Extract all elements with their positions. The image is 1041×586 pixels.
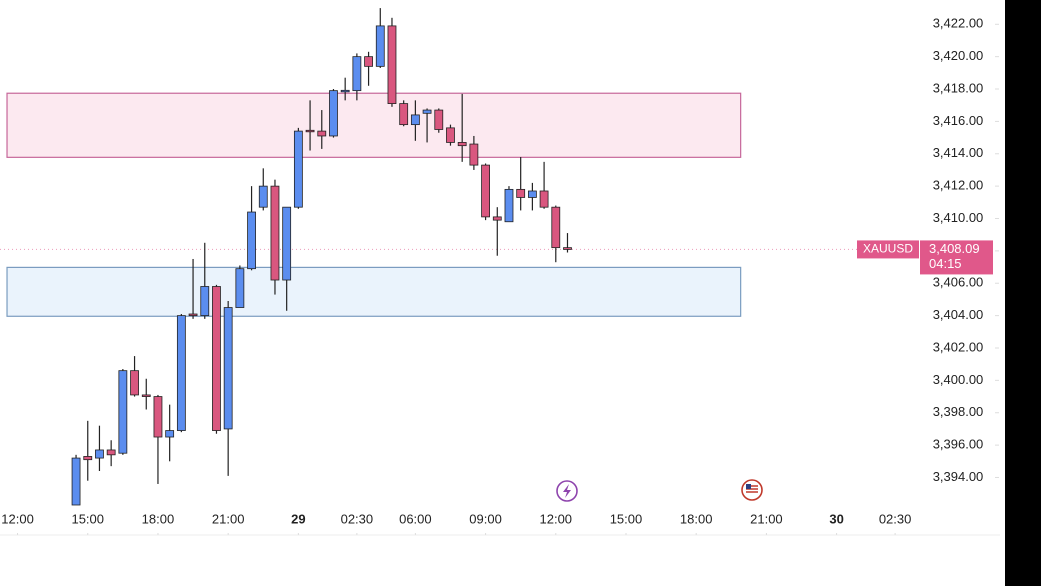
y-tick-label: 3,404.00 xyxy=(933,307,984,322)
candle-body xyxy=(212,286,221,431)
candle-body xyxy=(223,307,233,430)
y-tick-label: 3,420.00 xyxy=(933,48,984,63)
screen-edge xyxy=(1005,0,1041,586)
symbol-label: XAUUSD xyxy=(863,242,913,256)
y-tick-label: 3,418.00 xyxy=(933,80,984,95)
price-badge xyxy=(920,240,993,275)
candle-body xyxy=(235,268,245,308)
y-tick-label: 3,410.00 xyxy=(933,210,984,225)
y-tick-label: 3,398.00 xyxy=(933,404,984,419)
x-tick-label: 15:00 xyxy=(610,511,643,526)
candle-body xyxy=(422,109,432,114)
candle-body xyxy=(188,313,198,317)
candle-body xyxy=(165,430,175,438)
y-tick-label: 3,402.00 xyxy=(933,339,984,354)
candle-body xyxy=(457,142,467,147)
candle-body xyxy=(481,164,490,218)
candle-body xyxy=(95,449,104,459)
x-tick-label: 18:00 xyxy=(142,511,175,526)
candle-body xyxy=(387,25,397,104)
candle-body xyxy=(434,109,444,130)
x-tick-label: 21:00 xyxy=(212,511,245,526)
candle-body xyxy=(364,56,373,67)
x-tick-label: 29 xyxy=(291,511,305,526)
candle-body xyxy=(340,89,350,93)
price-label: 3,408.09 xyxy=(929,241,980,256)
candle-body xyxy=(352,56,362,92)
candle-body xyxy=(539,190,549,208)
y-tick-label: 3,394.00 xyxy=(933,469,984,484)
y-tick-label: 3,414.00 xyxy=(933,145,984,160)
candle-body xyxy=(106,449,116,456)
candle-body xyxy=(258,185,268,208)
x-tick-label: 06:00 xyxy=(399,511,432,526)
x-tick-label: 02:30 xyxy=(879,511,912,526)
y-tick-label: 3,412.00 xyxy=(933,178,984,193)
zone xyxy=(6,266,742,317)
candle-body xyxy=(446,127,455,143)
y-tick-label: 3,416.00 xyxy=(933,113,984,128)
candle-body xyxy=(563,247,572,250)
x-tick-label: 30 xyxy=(829,511,843,526)
candle-body xyxy=(200,286,210,317)
candle-body xyxy=(71,457,81,506)
candle-body xyxy=(270,185,280,281)
y-tick-label: 3,422.00 xyxy=(933,16,984,31)
candle-body xyxy=(410,114,420,126)
x-tick-label: 21:00 xyxy=(750,511,783,526)
x-tick-label: 12:00 xyxy=(1,511,34,526)
symbol-badge xyxy=(857,240,919,259)
candle-body xyxy=(527,190,537,198)
y-tick-label: 3,400.00 xyxy=(933,372,984,387)
candle-body xyxy=(492,216,502,221)
candle-body xyxy=(329,90,338,137)
candle-body xyxy=(282,206,292,281)
candle-body xyxy=(247,211,256,270)
y-tick-label: 3,406.00 xyxy=(933,275,984,290)
x-tick-label: 12:00 xyxy=(540,511,573,526)
countdown-label: 04:15 xyxy=(929,256,962,271)
candle-body xyxy=(141,394,151,397)
candle-body xyxy=(375,25,385,67)
x-tick-label: 18:00 xyxy=(680,511,713,526)
candle-body xyxy=(516,188,526,198)
candle-body xyxy=(305,129,315,133)
candle-body xyxy=(293,130,303,208)
candle-body xyxy=(317,130,327,137)
x-tick-label: 15:00 xyxy=(71,511,104,526)
candle-body xyxy=(83,456,93,461)
candle-body xyxy=(469,143,479,166)
candle-body xyxy=(399,103,409,126)
candle-body xyxy=(504,188,514,223)
candle-body xyxy=(153,396,163,438)
event-icon[interactable] xyxy=(741,479,763,501)
x-tick-label: 02:30 xyxy=(341,511,374,526)
x-tick-label: 09:00 xyxy=(469,511,502,526)
candle-body xyxy=(130,370,139,396)
zone xyxy=(6,92,742,158)
event-icon[interactable] xyxy=(556,480,578,502)
candle-body xyxy=(176,315,186,431)
y-tick-label: 3,396.00 xyxy=(933,437,984,452)
candle-body xyxy=(118,370,128,454)
candle-body xyxy=(551,206,561,249)
